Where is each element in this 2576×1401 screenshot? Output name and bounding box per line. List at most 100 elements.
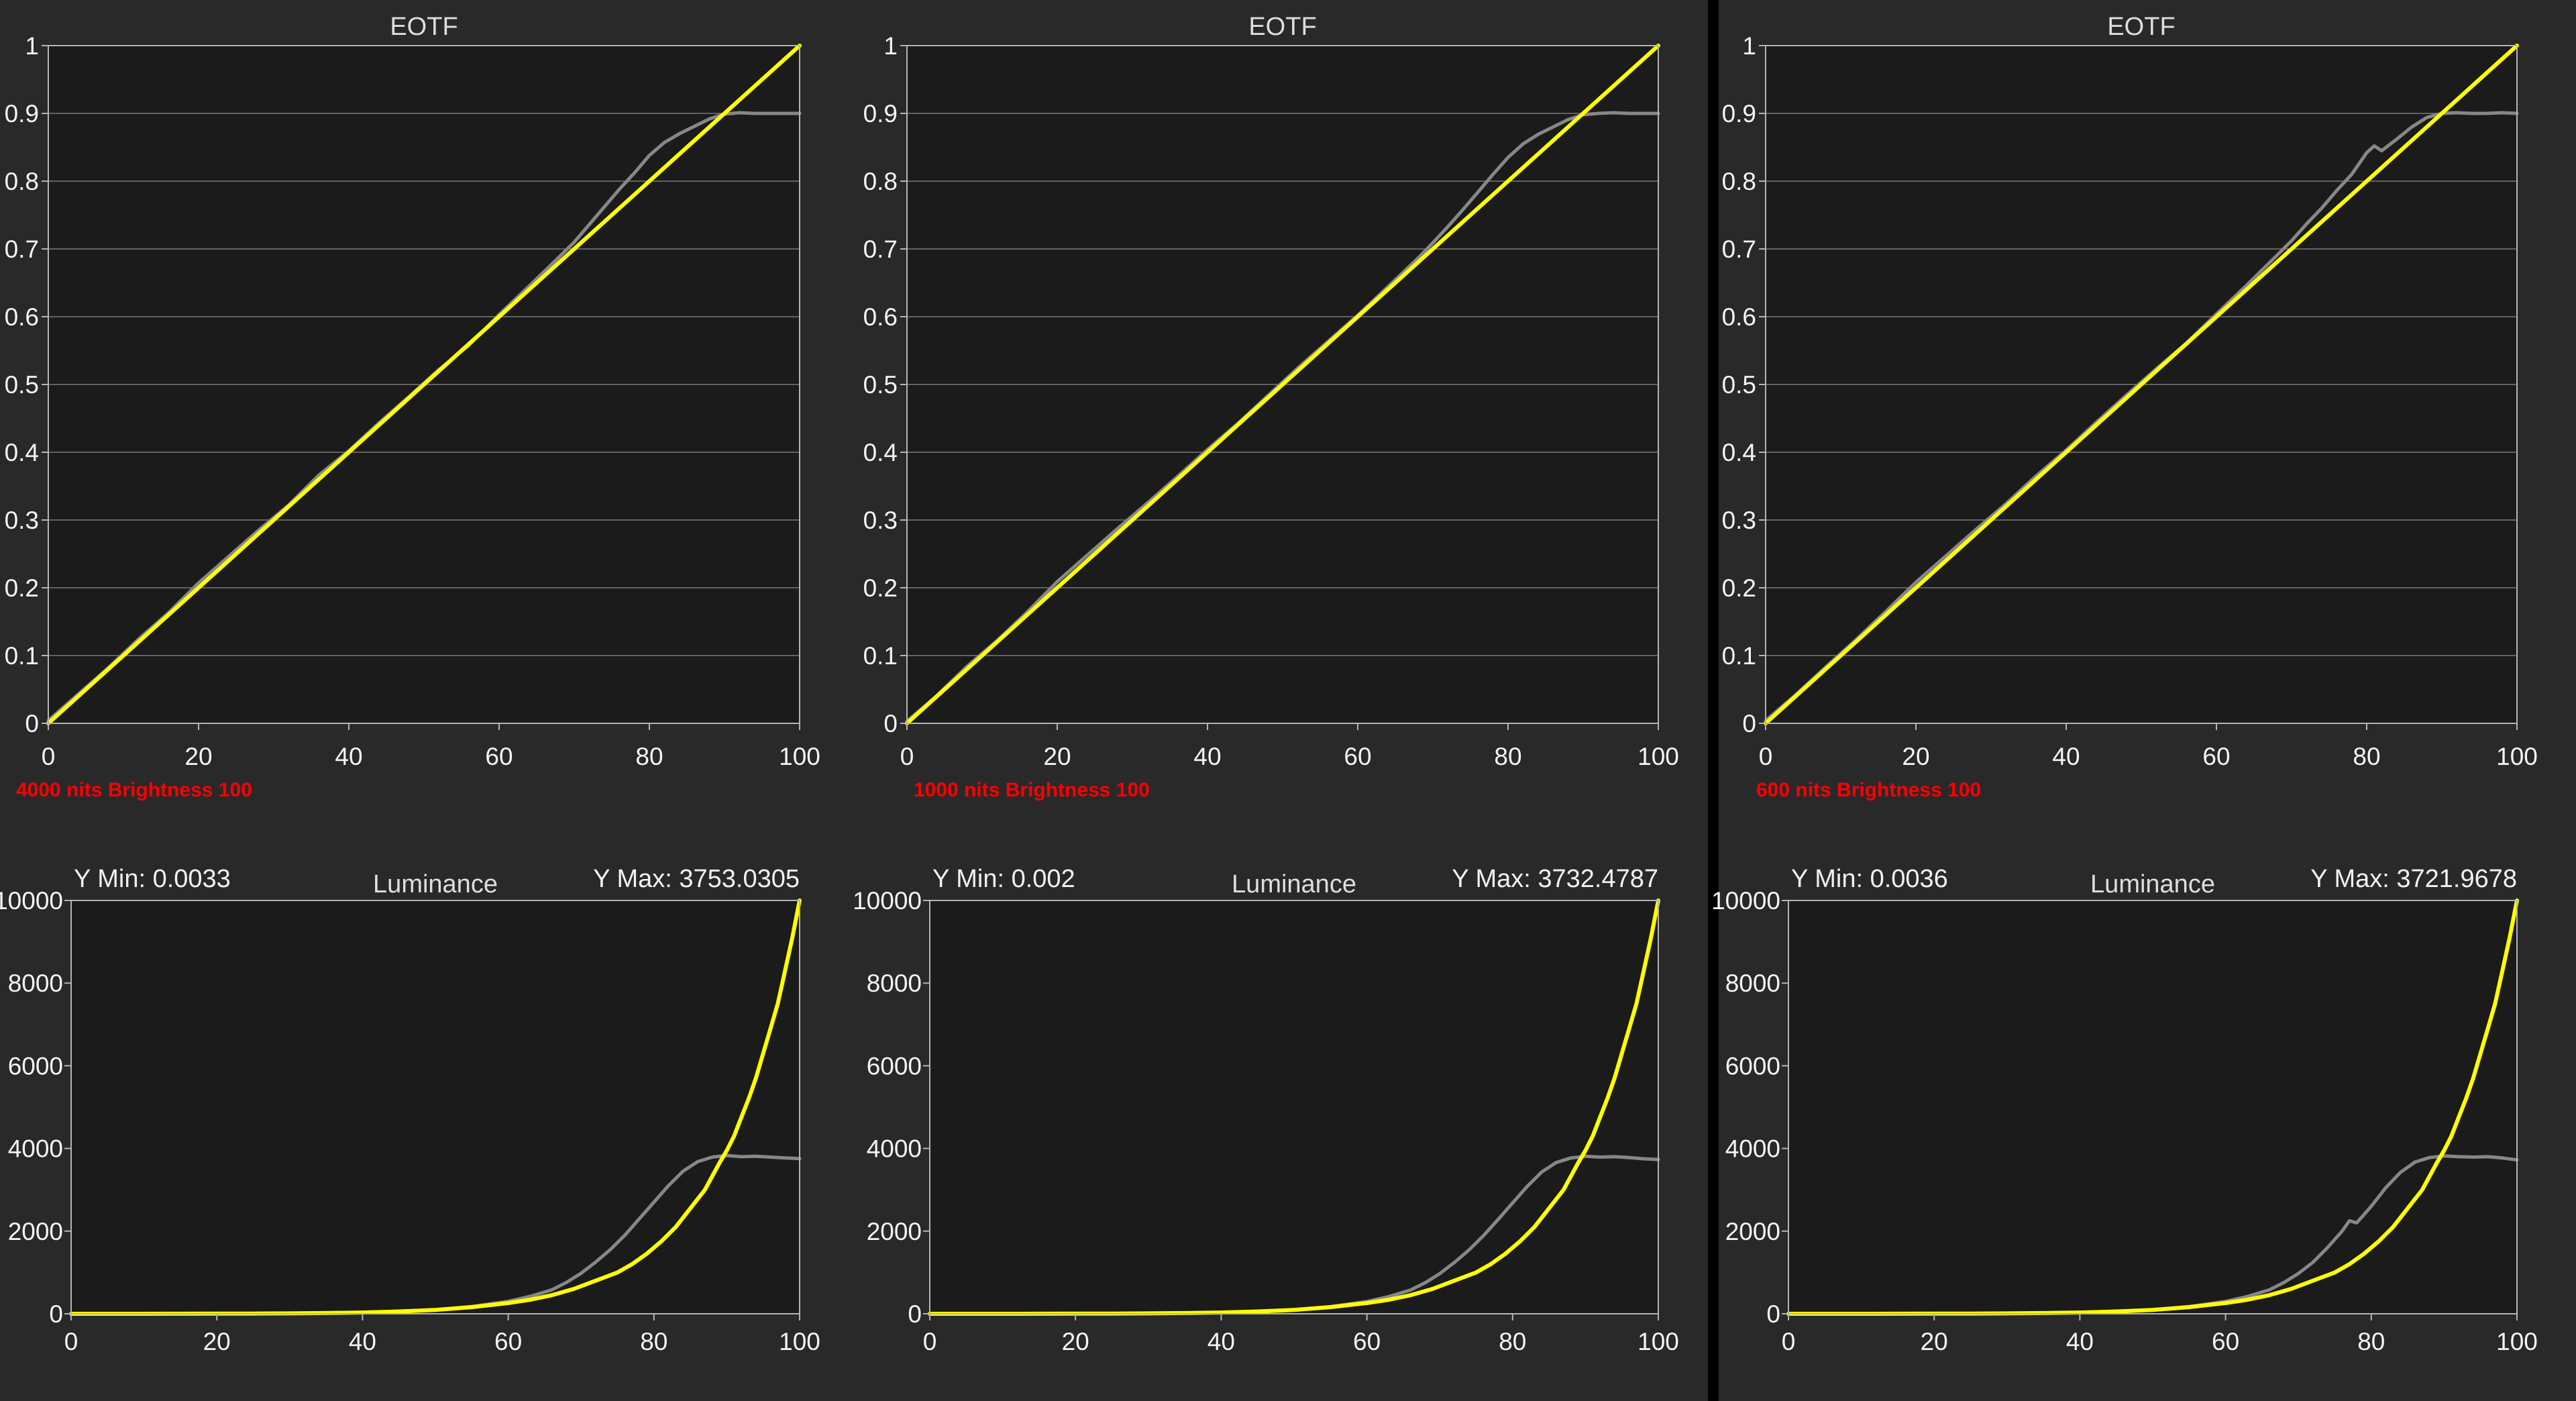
y-tick-label: 0 [49,1300,63,1328]
x-tick-label: 100 [779,1328,820,1355]
y-tick-label: 0.7 [5,236,39,263]
y-tick-label: 0 [908,1300,922,1328]
y-tick-label: 0.6 [5,303,39,331]
y-max-label: Y Max: 3753.0305 [593,865,800,893]
brightness-label: 1000 nits Brightness 100 [914,779,1150,801]
x-tick-label: 40 [349,1328,376,1355]
y-tick-label: 0.1 [5,642,39,670]
y-tick-label: 1 [883,32,898,60]
x-tick-label: 0 [64,1328,78,1355]
measured-line [1764,111,2519,723]
y-tick-label: 0.9 [1722,100,1756,127]
y-tick-label: 0.1 [863,642,898,670]
x-tick-label: 80 [2357,1328,2385,1355]
eotf-chart: 0 20 40 60 80 100 0 0.1 0.2 0.3 0.4 0.5 0.6 0.7 0.8 0.9… [863,32,1679,770]
y-tick-label: 0.7 [1722,236,1756,263]
eotf-chart-title: EOTF [1248,13,1317,41]
y-tick-label: 0.8 [1722,168,1756,195]
luminance-chart: 0 20 40 60 80 100 0 2000 4000 6000 8000 10000 [0,887,820,1355]
x-tick-label: 60 [2202,743,2230,770]
y-max-label: Y Max: 3732.4787 [1452,865,1658,893]
x-tick-label: 40 [1193,743,1221,770]
y-tick-label: 0 [25,710,39,737]
x-tick-label: 20 [1921,1328,1948,1355]
y-tick-label: 0.9 [863,100,898,127]
y-tick-label: 0.2 [5,574,39,602]
y-tick-label: 8000 [867,970,922,997]
x-tick-label: 100 [1638,743,1679,770]
y-tick-label: 4000 [867,1135,922,1163]
y-tick-label: 0.8 [863,168,898,195]
x-tick-label: 60 [2212,1328,2239,1355]
luminance-chart: 0 20 40 60 80 100 0 2000 4000 6000 8000 10000 [853,887,1679,1355]
y-tick-label: 0.3 [1722,507,1756,534]
y-tick-label: 0.4 [1722,439,1756,466]
y-tick-label: 2000 [867,1218,922,1245]
y-tick-label: 4000 [8,1135,63,1163]
y-tick-label: 0.9 [5,100,39,127]
y-min-label: Y Min: 0.002 [932,865,1075,893]
y-tick-label: 0 [1742,710,1756,737]
x-tick-label: 40 [1208,1328,1235,1355]
x-tick-label: 40 [2052,743,2080,770]
y-tick-label: 6000 [867,1052,922,1080]
measured-line [905,111,1660,723]
y-tick-label: 0.2 [863,574,898,602]
brightness-label: 4000 nits Brightness 100 [16,779,252,801]
y-tick-label: 10000 [0,887,63,915]
luminance-chart-title: Luminance [1232,870,1356,898]
y-tick-label: 8000 [8,970,63,997]
measured-line [46,111,802,723]
y-tick-label: 0.4 [863,439,898,466]
eotf-chart-title: EOTF [2107,13,2176,41]
y-tick-label: 6000 [1725,1052,1780,1080]
y-min-label: Y Min: 0.0033 [74,865,231,893]
plot-background [71,900,800,1314]
y-tick-label: 0.3 [863,507,898,534]
x-tick-label: 80 [2353,743,2380,770]
x-tick-label: 0 [42,743,56,770]
x-tick-label: 0 [1782,1328,1796,1355]
y-tick-label: 0.7 [863,236,898,263]
y-tick-label: 1 [25,32,39,60]
x-tick-label: 60 [1344,743,1371,770]
y-tick-label: 4000 [1725,1135,1780,1163]
x-tick-label: 20 [203,1328,231,1355]
y-tick-label: 0.6 [1722,303,1756,331]
plot-background [930,900,1658,1314]
y-tick-label: 0.4 [5,439,39,466]
x-tick-label: 0 [1759,743,1773,770]
x-tick-label: 40 [2066,1328,2094,1355]
eotf-chart-title: EOTF [390,13,458,41]
y-tick-label: 0.8 [5,168,39,195]
x-tick-label: 60 [1353,1328,1381,1355]
luminance-chart: 0 20 40 60 80 100 0 2000 4000 6000 8000 10000 [1711,887,2538,1355]
plot-border [1788,900,2518,1314]
luminance-chart-title: Luminance [2090,870,2215,898]
y-tick-label: 0 [883,710,898,737]
x-tick-label: 80 [640,1328,667,1355]
y-tick-label: 0 [1766,1300,1780,1328]
y-tick-label: 8000 [1725,970,1780,997]
y-tick-label: 6000 [8,1052,63,1080]
x-tick-label: 0 [923,1328,937,1355]
y-tick-label: 0.6 [863,303,898,331]
x-tick-label: 60 [494,1328,522,1355]
y-tick-label: 1 [1742,32,1756,60]
y-max-label: Y Max: 3721.9678 [2310,865,2517,893]
y-tick-label: 0.2 [1722,574,1756,602]
y-tick-label: 0.5 [1722,371,1756,399]
brightness-label: 600 nits Brightness 100 [1756,779,1982,801]
reference-line [905,44,1660,725]
y-tick-label: 2000 [8,1218,63,1245]
luminance-chart-title: Luminance [373,870,498,898]
x-tick-label: 0 [900,743,914,770]
x-tick-label: 100 [779,743,820,770]
x-tick-label: 100 [1638,1328,1679,1355]
x-tick-label: 80 [1499,1328,1526,1355]
y-tick-label: 2000 [1725,1218,1780,1245]
x-tick-label: 60 [485,743,513,770]
x-tick-label: 40 [335,743,362,770]
panel-1000-nits: EOTF 0 20 40 60 80 100 0 0.1 0.2 0.3 0.4 0.5 0.6 0.7 0… [853,0,1717,1401]
y-tick-label: 0.1 [1722,642,1756,670]
